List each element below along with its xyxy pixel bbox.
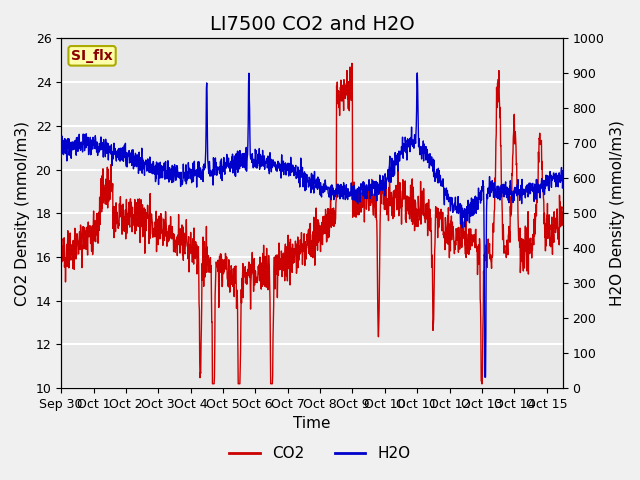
X-axis label: Time: Time [293,417,331,432]
Legend: CO2, H2O: CO2, H2O [223,440,417,468]
Y-axis label: CO2 Density (mmol/m3): CO2 Density (mmol/m3) [15,121,30,306]
Text: SI_flx: SI_flx [71,49,113,63]
Y-axis label: H2O Density (mmol/m3): H2O Density (mmol/m3) [610,120,625,306]
Title: LI7500 CO2 and H2O: LI7500 CO2 and H2O [210,15,414,34]
